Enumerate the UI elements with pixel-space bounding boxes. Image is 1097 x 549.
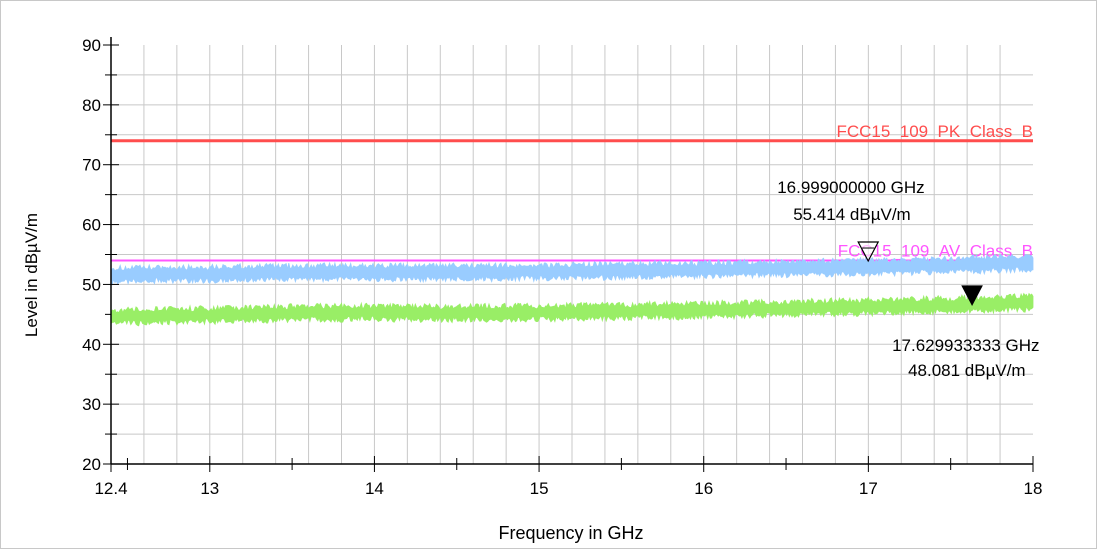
grid [111, 45, 1033, 464]
y-tick-label: 40 [82, 335, 101, 354]
x-tick-label: 15 [530, 479, 549, 498]
measurement-series [110, 253, 1034, 327]
marker-2-frequency-label: 17.629933333 GHz [892, 336, 1039, 355]
axes: 20 30 40 50 60 70 80 90 12.4 13 14 15 16 17 18 [82, 36, 1042, 498]
y-tick-label: 70 [82, 156, 101, 175]
y-tick-label: 30 [82, 395, 101, 414]
marker-1-frequency-label: 16.999000000 GHz [777, 178, 924, 197]
peak-markers: 16.999000000 GHz 55.414 dBµV/m 17.62993333… [777, 178, 1039, 380]
x-tick-label: 12.4 [94, 479, 127, 498]
marker-open-triangle [857, 241, 880, 263]
series-trace [110, 292, 1034, 327]
y-tick-label: 20 [82, 455, 101, 474]
limit-line-label: FCC15_109_AV_Class_B [838, 241, 1033, 260]
y-tick-label: 50 [82, 275, 101, 294]
x-tick-label: 16 [694, 479, 713, 498]
y-tick-label: 80 [82, 96, 101, 115]
y-tick-label: 90 [82, 36, 101, 55]
x-tick-label: 14 [365, 479, 384, 498]
y-axis-label: Level in dBµV/m [22, 213, 41, 337]
marker-1-level-label: 55.414 dBµV/m [793, 205, 911, 224]
limit-line-label: FCC15_109_PK_Class_B [836, 122, 1033, 141]
x-tick-label: 18 [1024, 479, 1043, 498]
x-tick-label: 13 [200, 479, 219, 498]
series-trace [110, 253, 1034, 286]
y-tick-label: 60 [82, 216, 101, 235]
x-axis-label: Frequency in GHz [498, 523, 643, 543]
marker-2-level-label: 48.081 dBµV/m [908, 361, 1026, 380]
marker-filled-triangle [961, 285, 983, 306]
x-tick-label: 17 [859, 479, 878, 498]
